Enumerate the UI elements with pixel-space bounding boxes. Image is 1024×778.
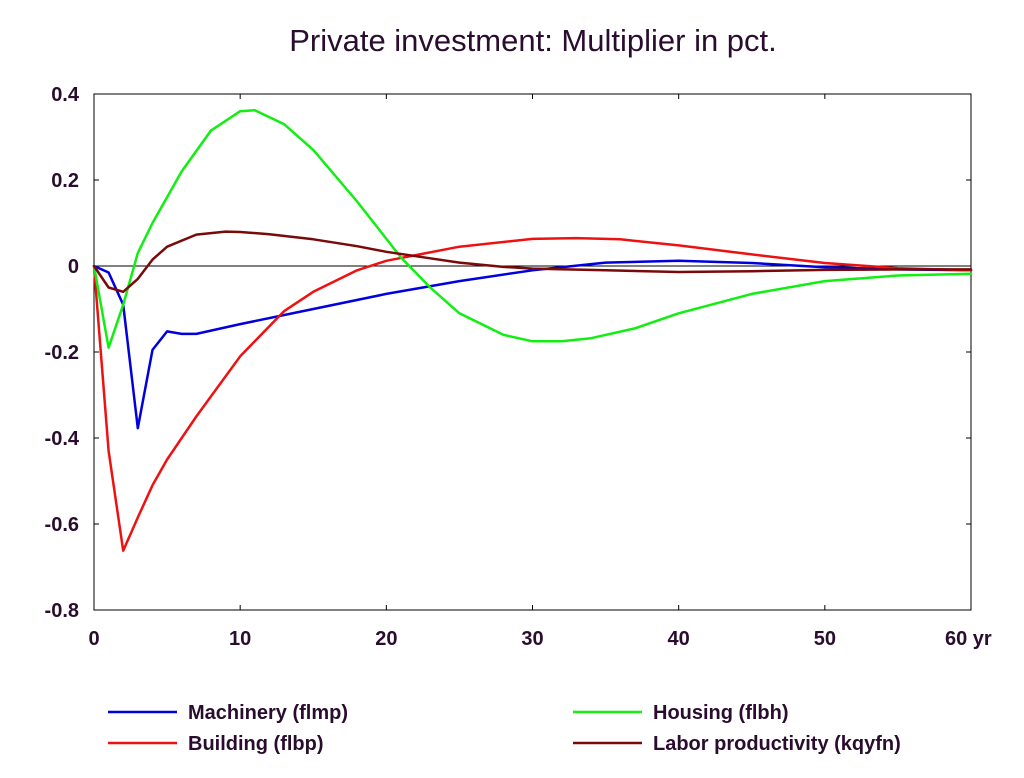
plot-border (93, 93, 972, 611)
chart-title: Private investment: Multiplier in pct. (289, 23, 777, 58)
plot-frame (93, 93, 972, 611)
y-tick-label: -0.2 (45, 342, 79, 364)
x-tick-label: 40 (668, 628, 690, 650)
y-tick-label: -0.8 (45, 600, 79, 622)
series-line-3 (92, 109, 973, 349)
y-axis: 0.4 0.2 0 -0.2 -0.4 -0.6 -0.8 (45, 84, 971, 622)
legend-label-2: Building (flbp) (188, 733, 324, 755)
series-line-2 (92, 236, 973, 552)
y-tick-label: -0.6 (45, 514, 79, 536)
series-line-1 (92, 259, 973, 430)
x-tick-label: 50 (814, 628, 836, 650)
y-tick-label: 0.4 (51, 84, 80, 106)
y-tick-label: 0.2 (51, 170, 79, 192)
x-tick-label: 10 (229, 628, 251, 650)
legend-label-3: Housing (flbh) (653, 702, 789, 724)
x-tick-label: 30 (521, 628, 543, 650)
legend-label-4: Labor productivity (kqyfn) (653, 733, 901, 755)
series-line-4 (92, 230, 973, 294)
x-tick-label: 60 yr (945, 628, 992, 650)
x-axis: 0 10 20 30 40 50 60 yr (88, 94, 992, 650)
legend-label-1: Machinery (flmp) (188, 702, 348, 724)
y-tick-label: -0.4 (45, 428, 80, 450)
y-tick-label: 0 (68, 256, 79, 278)
x-tick-label: 20 (375, 628, 397, 650)
series-lines (92, 109, 973, 552)
x-tick-label: 0 (88, 628, 99, 650)
legend: Machinery (flmp) Building (flbp) Housing (… (108, 702, 901, 755)
